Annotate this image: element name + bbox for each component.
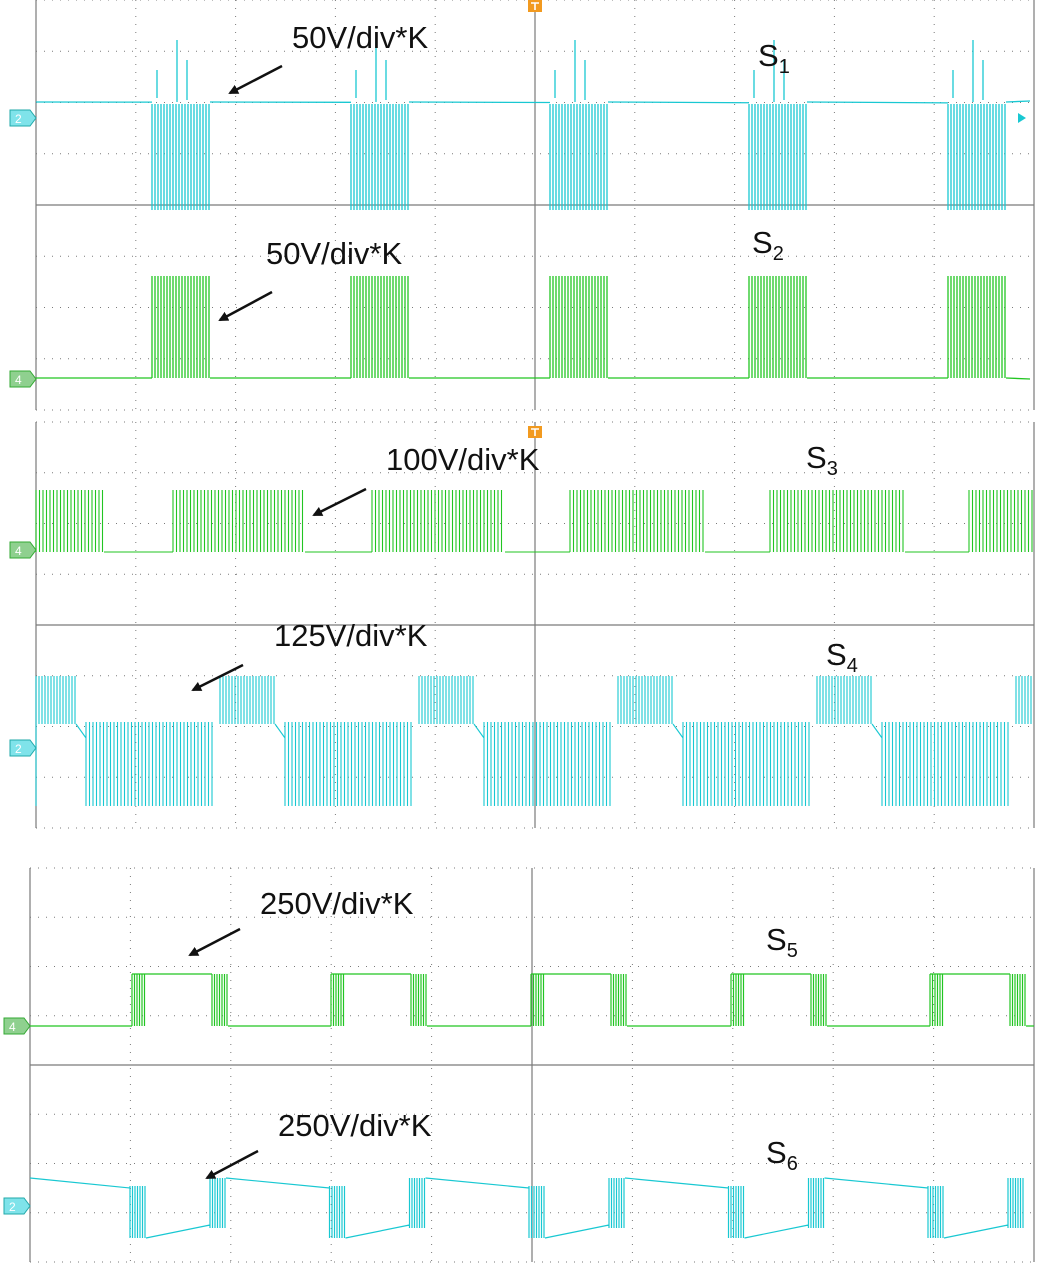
channel-marker-s5: 4	[3, 1017, 31, 1035]
scale-label-s1: 50V/div*K	[292, 20, 428, 55]
channel-marker-s2-label: 4	[15, 373, 22, 387]
arrow-s4	[191, 663, 244, 692]
trace-s4	[35, 676, 1032, 806]
panel-top-grid	[35, 0, 1035, 411]
scale-label-s2: 50V/div*K	[266, 236, 402, 271]
channel-marker-s1: 2	[9, 109, 37, 127]
arrow-s2	[218, 290, 273, 322]
trace-s2	[36, 276, 1031, 380]
channel-marker-s3-label: 4	[15, 544, 22, 558]
trace-label-s2: S2	[752, 225, 784, 265]
trace-s3	[35, 490, 1033, 553]
trace-label-s6: S6	[766, 1135, 798, 1175]
channel-marker-s5-label: 4	[9, 1020, 16, 1034]
panel-bottom: 4 2 250V/div*K S5 250V/div*K S6	[3, 867, 1035, 1263]
trace-label-s3: S3	[806, 440, 838, 480]
trigger-marker-middle	[528, 426, 542, 438]
panel-middle-grid	[35, 421, 1035, 829]
channel-marker-s6-label: 2	[9, 1200, 16, 1214]
scale-label-s5: 250V/div*K	[260, 886, 414, 921]
trace-label-s5: S5	[766, 922, 798, 962]
channel-marker-s2: 4	[9, 370, 37, 388]
trace-s6	[29, 1177, 1024, 1239]
arrow-s3	[312, 487, 367, 517]
trace-label-s4: S4	[826, 637, 858, 677]
arrow-s6	[205, 1149, 259, 1180]
scale-label-s4: 125V/div*K	[274, 618, 428, 653]
trace-label-s1: S1	[758, 38, 790, 78]
channel-right-marker-s1	[1018, 113, 1026, 123]
channel-marker-s4: 2	[9, 739, 37, 757]
channel-marker-s6: 2	[3, 1197, 31, 1215]
trace-s5	[30, 973, 1034, 1027]
channel-marker-s4-label: 2	[15, 742, 22, 756]
arrow-s1	[228, 64, 283, 95]
trace-s1	[35, 40, 1031, 210]
panel-middle: 4 2 100V/div*K S3 125V/div*K S4	[9, 421, 1035, 829]
arrow-s5	[188, 927, 241, 957]
channel-marker-s3: 4	[9, 541, 37, 559]
panel-top: 2 4 50V/div*K S1 50V/div*K S2	[9, 0, 1035, 411]
scale-label-s6: 250V/div*K	[278, 1108, 432, 1143]
channel-marker-s1-label: 2	[15, 112, 22, 126]
scale-label-s3: 100V/div*K	[386, 442, 540, 477]
trigger-marker-top	[528, 0, 542, 12]
